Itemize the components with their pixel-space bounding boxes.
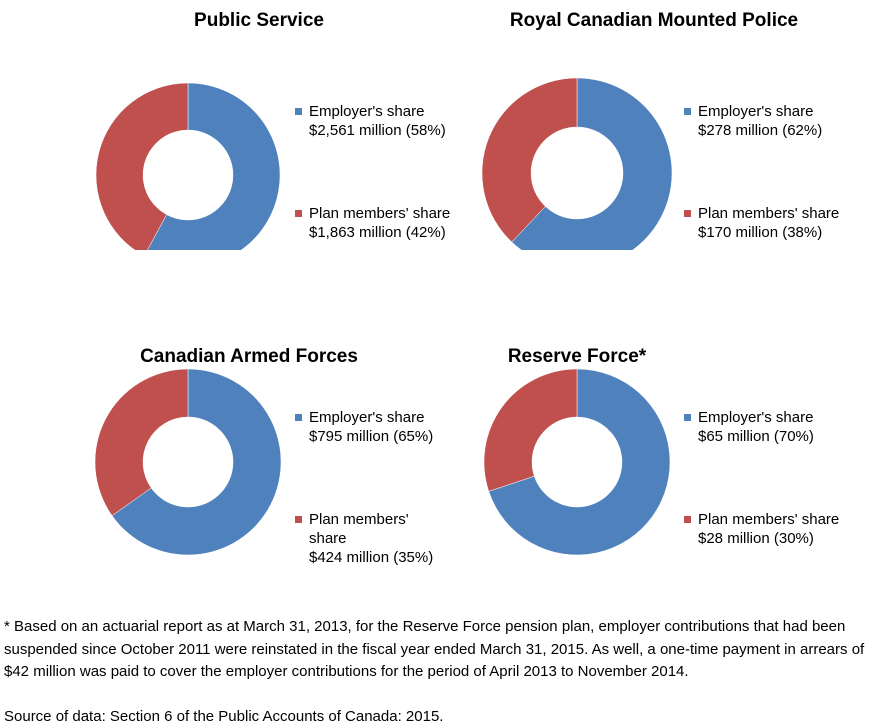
- data-label: $278 million (62%): [698, 122, 823, 139]
- legend-label: Plan members' share: [698, 205, 840, 222]
- donut-chart: [481, 77, 673, 250]
- legend-swatch: [684, 210, 691, 217]
- employer-share-slice: [147, 82, 281, 250]
- data-label: $2,561 million (58%): [309, 122, 446, 139]
- legend-label: Employer's share: [698, 103, 814, 120]
- data-label: $795 million (65%): [309, 428, 434, 445]
- data-label: $28 million (30%): [698, 530, 814, 547]
- chart-panel: Reserve Force* Employer's share $65 millio…: [442, 346, 842, 586]
- data-label: $1,863 million (42%): [309, 224, 446, 241]
- chart-legend: Employer's share $2,561 million (58%) Plan…: [295, 102, 450, 242]
- members-share-slice: [94, 368, 189, 516]
- chart-panel: Royal Canadian Mounted Police Employer's …: [454, 10, 854, 250]
- data-label: $170 million (38%): [698, 224, 823, 241]
- data-label: $424 million (35%): [309, 549, 434, 566]
- legend-swatch: [684, 516, 691, 523]
- legend-item-members: Plan members' share $424 million (35%): [295, 510, 449, 567]
- chart-legend: Employer's share $278 million (62%) Plan m…: [684, 102, 839, 242]
- chart-legend: Employer's share $65 million (70%) Plan me…: [684, 408, 839, 548]
- legend-item-employer: Employer's share $795 million (65%): [295, 408, 449, 446]
- source-note: Source of data: Section 6 of the Public …: [4, 708, 444, 725]
- donut-chart: [94, 368, 282, 556]
- donut-chart: [95, 82, 281, 250]
- legend-item-members: Plan members' share $28 million (30%): [684, 510, 839, 548]
- legend-swatch: [684, 108, 691, 115]
- legend-label: Plan members' share: [698, 511, 840, 528]
- employer-share-slice: [488, 368, 671, 556]
- chart-panel: Public Service Employer's share $2,561 mil…: [59, 10, 459, 250]
- legend-item-employer: Employer's share $278 million (62%): [684, 102, 839, 140]
- chart-title: Royal Canadian Mounted Police: [509, 10, 799, 31]
- members-share-slice: [483, 368, 578, 492]
- legend-label: Employer's share: [309, 103, 425, 120]
- members-share-slice: [95, 82, 189, 250]
- footnote: * Based on an actuarial report as at Mar…: [4, 618, 865, 680]
- legend-swatch: [295, 210, 302, 217]
- legend-label: Plan members' share: [309, 511, 409, 547]
- chart-legend: Employer's share $795 million (65%) Plan m…: [295, 408, 449, 567]
- donut-chart: [483, 368, 671, 556]
- legend-swatch: [295, 414, 302, 421]
- members-share-slice: [481, 77, 578, 243]
- legend-swatch: [295, 108, 302, 115]
- legend-swatch: [295, 516, 302, 523]
- legend-label: Employer's share: [309, 409, 425, 426]
- legend-label: Employer's share: [698, 409, 814, 426]
- legend-item-members: Plan members' share $1,863 million (42%): [295, 204, 450, 242]
- legend-item-employer: Employer's share $65 million (70%): [684, 408, 839, 446]
- data-label: $65 million (70%): [698, 428, 814, 445]
- legend-label: Plan members' share: [309, 205, 451, 222]
- chart-title: Reserve Force*: [507, 346, 647, 367]
- chart-title: Public Service: [194, 10, 324, 31]
- legend-item-members: Plan members' share $170 million (38%): [684, 204, 839, 242]
- legend-item-employer: Employer's share $2,561 million (58%): [295, 102, 450, 140]
- employer-share-slice: [511, 77, 673, 250]
- chart-panel: Canadian Armed Forces Employer's share $79…: [49, 346, 449, 586]
- employer-share-slice: [111, 368, 282, 556]
- chart-title: Canadian Armed Forces: [140, 346, 358, 367]
- legend-swatch: [684, 414, 691, 421]
